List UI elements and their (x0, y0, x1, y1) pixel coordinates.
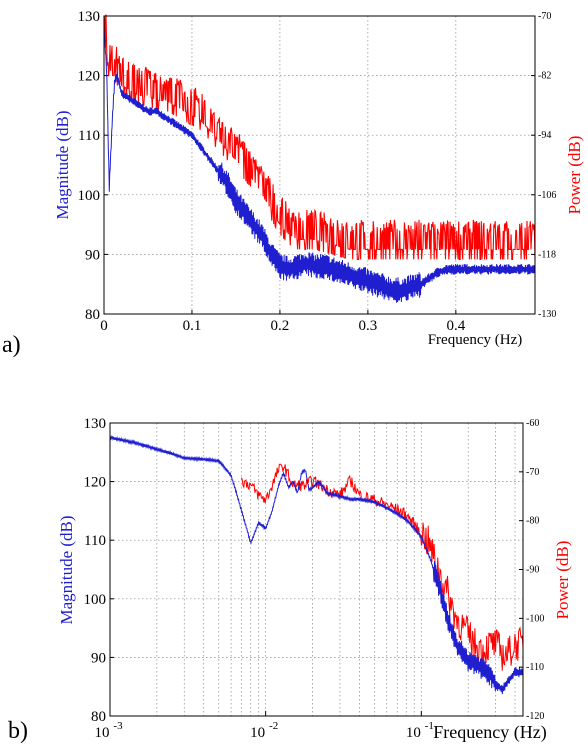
panel-b-magnitude-line (109, 434, 524, 695)
panel-a-label: a) (2, 332, 21, 358)
panel-a-x-tick-label: 0.4 (446, 318, 465, 334)
panel-a-power-line (103, 14, 536, 260)
panel-b-plot-frame (109, 422, 524, 717)
panel-a-x-tick-label: 0.2 (271, 318, 290, 334)
panel-b-y2-tick-label: -100 (526, 613, 544, 624)
panel-b-y-tick-label: 110 (84, 533, 106, 549)
panel-a-y-tick-label: 120 (78, 69, 101, 85)
panel-a-plot-frame (103, 15, 536, 315)
panel-b-y2-tick-label: -90 (526, 565, 539, 576)
panel-b-x-tick-exponent: -1 (425, 720, 434, 732)
panel-a-y2-axis-label: Power (dB) (565, 136, 584, 215)
panel-a: 0 0.1 0.2 0.3 0.4 80 90 100 110 120 130 -130 -118 -10… (2, 9, 584, 358)
panel-b-y2-tick-label: -70 (526, 467, 539, 478)
panel-b-y2-tick-label: -120 (526, 711, 544, 722)
panel-a-y-tick-label: 110 (78, 128, 100, 144)
panel-a-x-axis-label: Frequency (Hz) (428, 332, 523, 348)
panel-b-y-axis-label: Magnitude (dB) (57, 515, 76, 624)
panel-a-y2-tick-label: -70 (538, 11, 551, 22)
panel-b-y2-tick-label: -60 (526, 418, 539, 429)
panel-b-y-tick-label: 120 (84, 475, 107, 491)
panel-b-y2-axis-title: Power (dB) (553, 541, 572, 620)
panel-a-y2-tick-label: -94 (538, 130, 551, 141)
panel-a-y2-axis-title: Power (dB) (565, 136, 584, 215)
panel-a-y-axis-title: Magnitude (dB) (53, 110, 72, 219)
panel-b-x-tick-label: 10 (406, 725, 421, 741)
panel-a-y2-tick-label: -130 (538, 309, 556, 320)
panel-a-y-tick-label: 80 (85, 307, 100, 323)
panel-a-y2-tick-label: -118 (538, 249, 556, 260)
panel-b-y2-tick-label: -110 (526, 662, 544, 673)
panel-a-ticks: 0 0.1 0.2 0.3 0.4 80 90 100 110 120 130 -130 -118 -10… (78, 9, 557, 334)
panel-b-x-tick-label: 10 (95, 725, 110, 741)
panel-b-label: b) (8, 718, 28, 744)
panel-b-y-tick-label: 80 (91, 709, 106, 725)
panel-b-x-tick-exponent: -2 (269, 720, 278, 732)
panel-a-y-tick-label: 100 (78, 188, 101, 204)
panel-a-magnitude-line (103, 26, 536, 303)
panel-b-y-axis-title: Magnitude (dB) (57, 515, 76, 624)
panel-a-x-tick-label: 0.3 (359, 318, 378, 334)
panel-a-y-tick-label: 130 (78, 9, 101, 25)
panel-a-y-axis-label: Magnitude (dB) (53, 110, 72, 219)
panel-b-x-axis-label: Frequency (Hz) (433, 722, 546, 743)
panel-b-gridlines (110, 423, 523, 716)
panel-b-x-tick-exponent: -3 (113, 720, 123, 732)
panel-b-ticks: 10 -3 10 -2 10 -18090100110120130-120-110-100… (84, 416, 545, 741)
panel-a-y2-tick-label: -106 (538, 190, 556, 201)
panel-a-x-tick-label: 0.1 (183, 318, 202, 334)
panel-a-x-tick-label: 0 (100, 318, 108, 334)
panel-b: 10 -3 10 -2 10 -18090100110120130-120-110-100… (8, 416, 572, 744)
panel-b-y-tick-label: 90 (91, 650, 106, 666)
panel-a-y2-tick-label: -82 (538, 71, 551, 82)
panel-b-power-line (241, 463, 524, 671)
panel-a-y-tick-label: 90 (85, 247, 100, 263)
panel-b-y2-axis-label: Power (dB) (553, 541, 572, 620)
panel-b-y-tick-label: 130 (84, 416, 107, 432)
panel-b-y-tick-label: 100 (84, 592, 107, 608)
panel-b-y2-tick-label: -80 (526, 516, 539, 527)
panel-b-x-tick-label: 10 (250, 725, 265, 741)
